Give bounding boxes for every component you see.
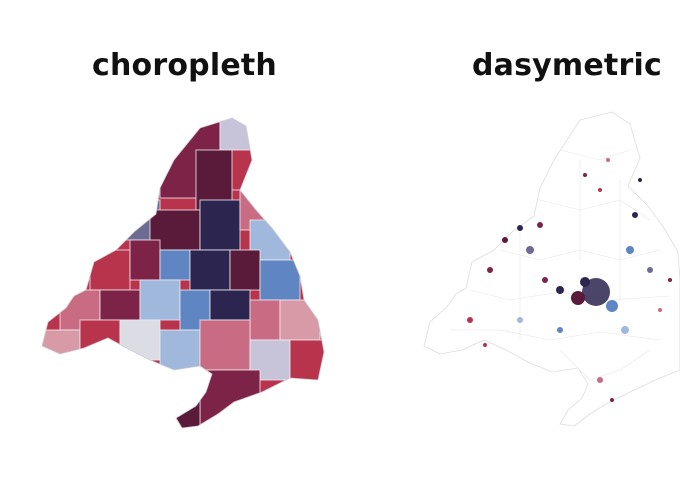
choropleth-outline: [41, 117, 325, 429]
choropleth-title: choropleth: [92, 48, 277, 83]
dasymetric-map: [423, 111, 680, 427]
dasymetric-settlements: [467, 158, 672, 402]
dasymetric-outline: [423, 111, 680, 427]
choropleth-districts: [42, 118, 324, 428]
choropleth-map: [41, 117, 325, 429]
dasymetric-title: dasymetric: [472, 48, 662, 83]
